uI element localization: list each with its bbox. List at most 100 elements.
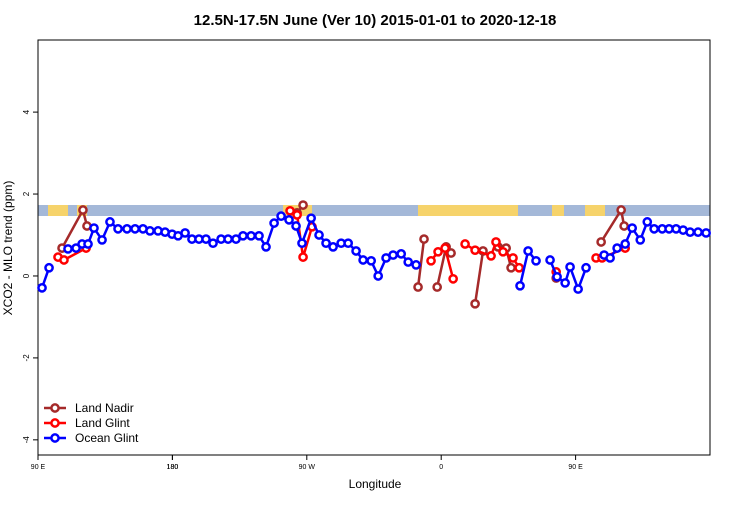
data-point [351,246,361,256]
data-point [433,246,443,257]
data-point [78,205,88,215]
data-point [343,238,354,249]
data-point [470,298,480,309]
data-point [693,227,703,237]
data-point [291,221,301,231]
y-axis-label: XCO2 - MLO trend (ppm) [1,181,15,316]
data-point [261,242,271,252]
data-point [373,271,384,281]
data-point [531,255,541,266]
data-point [411,260,421,270]
chart-title: 12.5N-17.5N June (Ver 10) 2015-01-01 to … [194,12,557,29]
data-point [508,253,518,263]
data-point [254,230,264,241]
x-tick-label: 180 [167,464,179,471]
data-point [37,283,47,293]
legend-marker [50,403,60,413]
y-tick-label: 2 [22,191,31,196]
data-point [460,239,470,249]
land-strip [552,205,564,216]
data-point [298,200,308,210]
data-point [596,237,606,247]
data-point [491,237,501,247]
data-point [284,214,294,225]
land-strip [418,205,518,216]
x-tick-label: 0 [439,464,443,471]
data-point [523,246,533,256]
data-point [701,228,711,238]
ocean-strip [38,205,710,216]
data-point [440,243,450,253]
data-point [388,250,398,260]
data-point [448,273,458,284]
data-point [366,255,377,266]
data-point [113,224,123,234]
plot-frame [37,39,711,456]
x-axis-label: Longitude [349,477,402,491]
data-point [306,213,316,224]
data-point [506,262,516,273]
x-tick-label: 90 E [31,464,46,471]
data-point [403,257,414,267]
data-point [180,228,190,238]
data-point [426,255,436,266]
data-point [83,239,93,249]
x-tick-label: 180 [167,464,179,471]
legend-label: Land Glint [75,416,130,430]
data-point [145,226,155,236]
data-point [581,262,591,273]
data-point [59,255,69,265]
legend-label: Land Nadir [75,401,134,415]
data-point [105,217,115,227]
data-point [122,224,132,234]
legend-label: Ocean Glint [75,431,139,445]
data-point [97,235,107,245]
data-point [223,234,233,244]
data-point [620,239,631,249]
data-point [545,255,555,265]
land-strip [585,205,605,216]
data-point [649,224,659,234]
data-point [413,282,423,292]
data-point [201,234,211,244]
data-point [419,234,429,244]
data-point [627,223,638,233]
data-point [565,262,575,272]
data-point [605,253,615,263]
y-tick-label: 4 [22,109,31,114]
land-strip [48,205,68,216]
data-point [276,211,286,222]
data-point [314,230,324,240]
data-point [515,280,525,291]
data-point [486,251,496,261]
data-point [321,238,331,249]
data-point [130,224,140,234]
data-point [238,230,248,241]
data-point [470,245,480,256]
data-point [432,282,443,292]
legend-marker [50,433,60,443]
data-point [246,230,256,241]
data-point [552,271,562,282]
data-point [498,246,508,257]
y-tick-label: 0 [22,273,31,278]
data-point [573,284,583,294]
data-point [269,218,279,228]
data-point [358,255,368,265]
data-point [208,238,218,249]
data-point [642,217,653,227]
data-point [396,248,407,259]
x-tick-label: 90 W [299,464,316,471]
data-point [514,262,525,273]
map-strip [38,205,710,216]
data-point [63,244,73,254]
x-tick-label: 90 E [568,464,583,471]
data-point [560,278,570,288]
data-point [328,242,338,252]
data-point [619,221,629,231]
data-point [44,262,54,273]
data-point [685,227,695,237]
y-tick-label: -2 [22,354,31,362]
y-tick-label: -4 [22,436,31,444]
